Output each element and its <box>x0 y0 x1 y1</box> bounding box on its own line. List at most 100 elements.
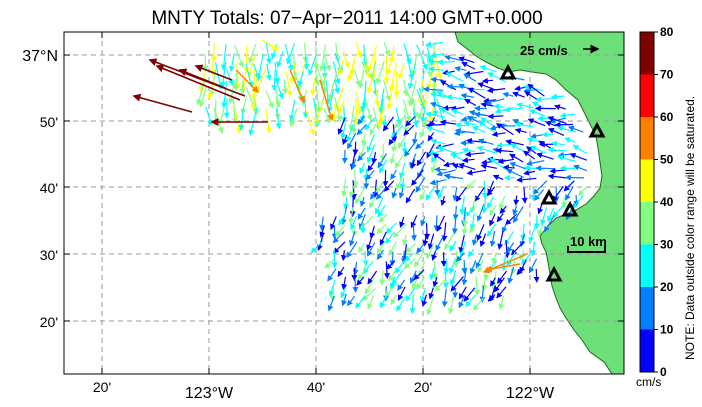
lat-label: 37°N <box>22 48 58 65</box>
vector-arrow <box>569 153 588 161</box>
vector-arrow <box>567 125 584 133</box>
vector-arrow <box>540 207 548 226</box>
vector-arrow <box>571 195 584 209</box>
vector-arrow <box>233 44 244 69</box>
vector-arrow <box>422 86 444 93</box>
vector-arrow <box>338 212 347 226</box>
vector-arrow <box>547 128 565 136</box>
vector-arrow <box>226 69 234 86</box>
vector-arrow <box>572 164 588 172</box>
vector-arrow <box>356 90 363 115</box>
vector-arrow <box>433 215 440 232</box>
vector-arrow <box>432 153 446 162</box>
vector-arrow <box>445 94 466 101</box>
vector-arrow <box>385 222 397 234</box>
vector-arrow <box>450 108 464 115</box>
vector-arrow <box>429 267 436 281</box>
vector-arrow <box>516 176 537 183</box>
vector-arrow <box>461 147 475 154</box>
land-mass <box>454 32 624 374</box>
vector-arrow <box>238 107 245 131</box>
distance-scale-bar <box>567 246 606 253</box>
vector-arrow <box>484 263 521 273</box>
vector-arrow <box>327 268 337 282</box>
vector-arrow <box>475 252 484 269</box>
vector-arrow <box>365 170 375 181</box>
vector-arrow <box>363 62 371 80</box>
vector-arrow <box>248 44 257 64</box>
vector-arrow <box>572 144 588 155</box>
vector-arrow <box>437 187 444 200</box>
vector-arrow <box>402 99 412 123</box>
vector-arrow <box>389 241 397 256</box>
vector-arrow <box>449 275 456 286</box>
vector-arrow <box>379 144 386 162</box>
vector-arrow <box>284 43 294 72</box>
vector-arrow <box>486 223 497 237</box>
vector-arrow <box>466 169 487 176</box>
vector-arrow <box>472 126 486 134</box>
vector-arrow <box>324 258 335 269</box>
vector-arrow <box>388 63 398 92</box>
vector-arrow <box>480 163 498 170</box>
vector-arrow <box>379 231 387 246</box>
vector-arrow <box>285 71 293 97</box>
vector-arrow <box>480 101 494 108</box>
vector-arrow <box>405 116 416 127</box>
vector-arrow <box>544 120 557 127</box>
vector-arrow <box>382 116 395 132</box>
vector-arrow <box>360 222 367 234</box>
vector-arrow <box>362 287 376 302</box>
vector-arrow <box>432 276 439 288</box>
vector-arrow <box>367 270 378 285</box>
vector-arrow <box>543 215 555 233</box>
vector-arrow <box>547 116 567 125</box>
vector-arrow <box>498 295 505 310</box>
vector-arrow <box>289 108 298 128</box>
vector-arrow <box>388 132 398 146</box>
vector-arrow <box>253 98 260 116</box>
vector-arrow <box>383 79 391 102</box>
vector-arrow <box>289 69 305 104</box>
vector-arrow <box>275 79 284 100</box>
vector-arrow <box>220 61 227 88</box>
vector-arrow <box>297 71 304 88</box>
strong-nearshore-vectors <box>235 39 528 274</box>
vector-arrow <box>428 105 435 123</box>
vector-arrow <box>528 224 537 244</box>
vector-arrow <box>527 83 545 97</box>
vector-arrow <box>240 69 247 93</box>
vector-arrow <box>541 131 555 138</box>
vector-arrow <box>265 90 274 109</box>
vector-arrow <box>435 234 445 252</box>
latitude-labels: 37°N 50' 40' 30' 20' <box>22 48 58 330</box>
vector-arrow <box>265 43 272 65</box>
vector-arrow <box>528 109 546 117</box>
vector-arrow <box>553 186 560 203</box>
vector-arrow <box>490 277 496 287</box>
vector-arrow <box>391 269 404 286</box>
reference-vector: 25 cm/s <box>520 43 600 58</box>
vector-arrow <box>445 72 464 82</box>
vector-arrow <box>369 60 377 81</box>
lon-label: 20' <box>414 379 432 395</box>
vector-arrow <box>390 295 397 306</box>
vector-arrow <box>342 197 349 210</box>
vector-arrow <box>419 189 426 201</box>
vector-arrow <box>327 72 338 101</box>
vector-arrow <box>416 44 428 71</box>
vector-arrow <box>396 296 406 312</box>
vector-arrow <box>461 224 468 236</box>
vector-arrow <box>454 128 475 134</box>
vector-arrow <box>489 230 496 248</box>
vector-arrow <box>469 213 476 231</box>
vector-arrow <box>481 77 494 84</box>
saturated-vectors <box>132 58 268 126</box>
vector-arrow <box>319 216 326 231</box>
vector-arrow <box>425 126 445 134</box>
vector-arrow <box>369 225 376 239</box>
lat-label: 50' <box>40 114 58 130</box>
vector-arrow <box>519 250 525 261</box>
vector-arrow <box>232 72 239 92</box>
vector-arrow <box>455 252 465 262</box>
